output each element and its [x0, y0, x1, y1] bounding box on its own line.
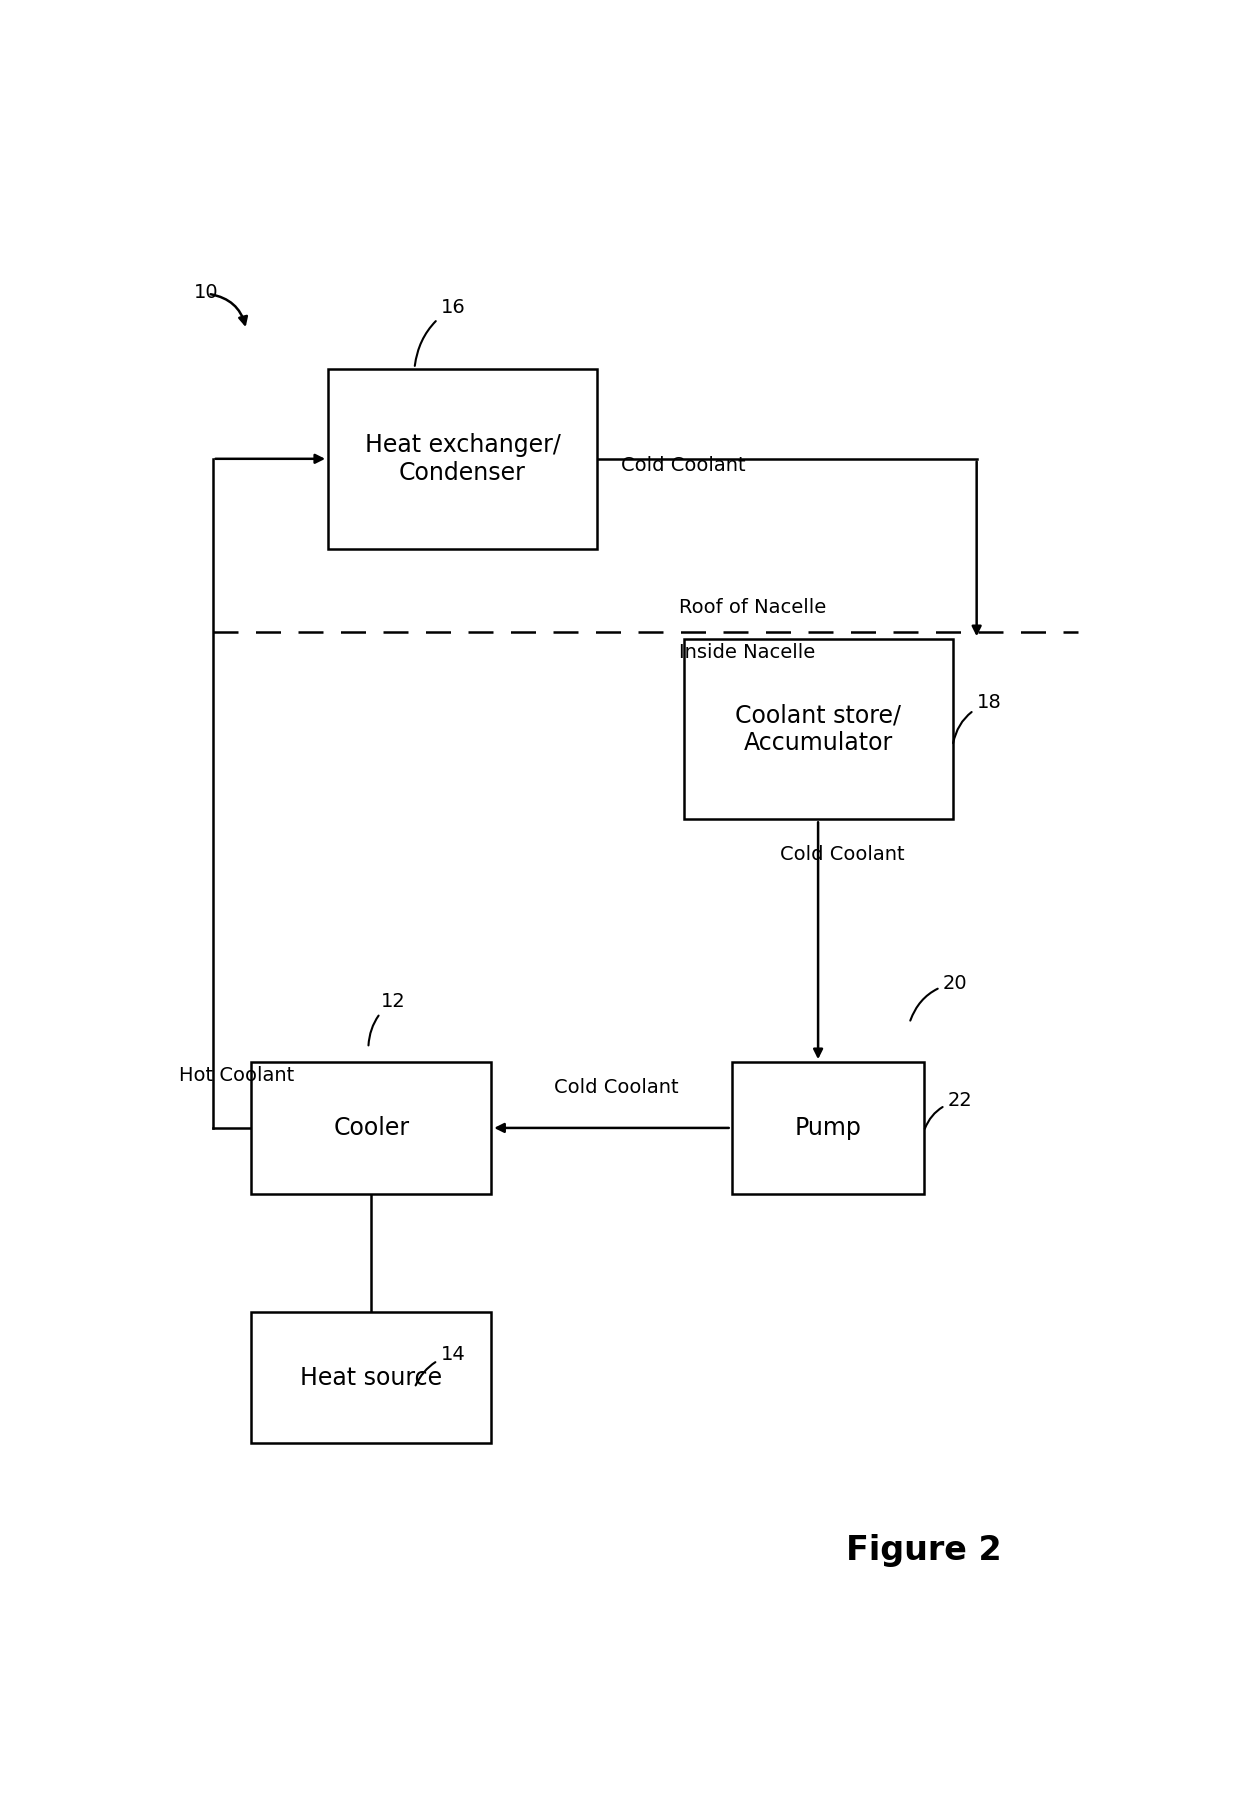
Bar — [250, 1311, 491, 1443]
Text: Cold Coolant: Cold Coolant — [780, 845, 904, 863]
Text: Hot Coolant: Hot Coolant — [179, 1066, 294, 1086]
Text: Roof of Nacelle: Roof of Nacelle — [678, 598, 826, 616]
Text: 22: 22 — [925, 1091, 972, 1129]
Text: 16: 16 — [415, 299, 465, 366]
Text: 10: 10 — [193, 283, 218, 303]
Bar — [327, 369, 598, 549]
Text: 20: 20 — [910, 974, 967, 1021]
Text: 18: 18 — [954, 693, 1002, 744]
Text: Cold Coolant: Cold Coolant — [554, 1077, 678, 1097]
Text: Cooler: Cooler — [334, 1117, 409, 1140]
Text: Inside Nacelle: Inside Nacelle — [678, 643, 815, 663]
Text: Pump: Pump — [795, 1117, 861, 1140]
Text: Heat exchanger/
Condenser: Heat exchanger/ Condenser — [365, 432, 560, 484]
Bar — [250, 1063, 491, 1194]
Bar — [732, 1063, 924, 1194]
Text: Heat source: Heat source — [300, 1365, 443, 1390]
Text: 14: 14 — [415, 1345, 465, 1385]
Text: Figure 2: Figure 2 — [846, 1534, 1002, 1567]
Text: Cold Coolant: Cold Coolant — [621, 456, 745, 475]
Bar — [683, 639, 952, 819]
Text: 12: 12 — [368, 992, 405, 1045]
Text: Coolant store/
Accumulator: Coolant store/ Accumulator — [735, 704, 901, 755]
